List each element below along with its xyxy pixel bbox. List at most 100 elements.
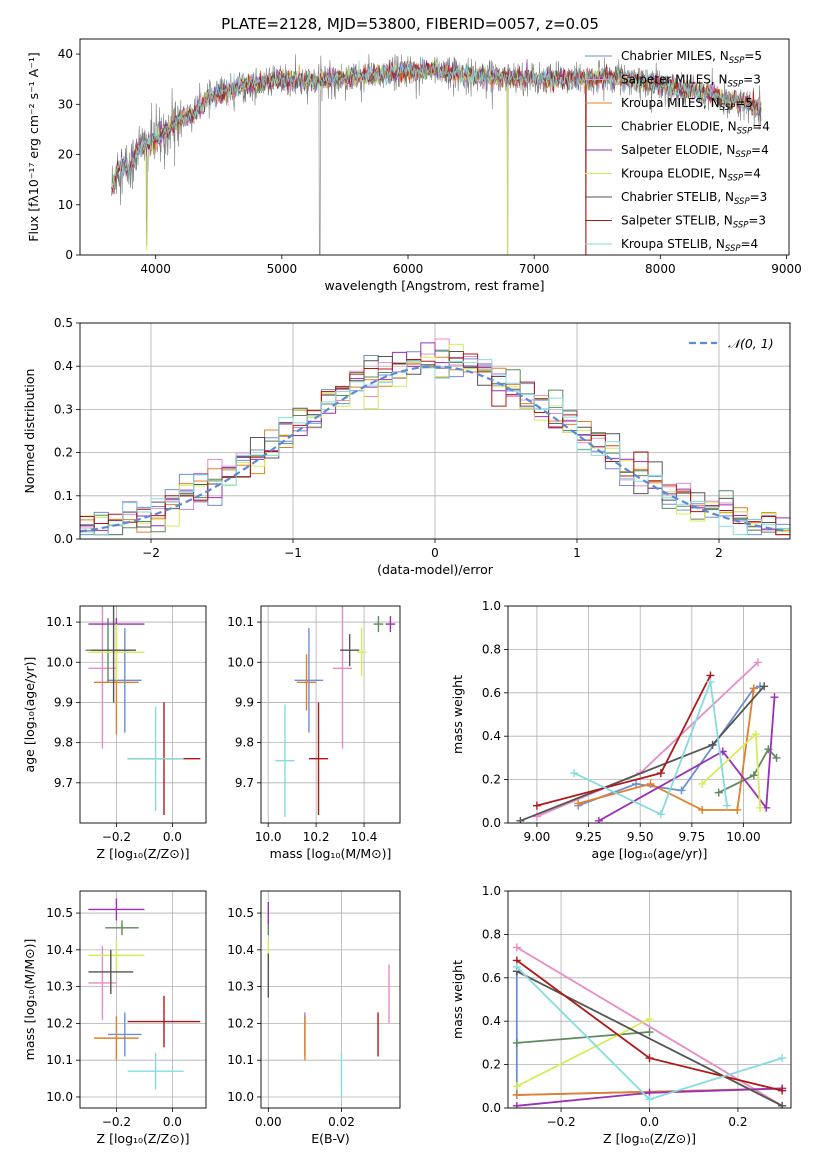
legend-subscript: SSP (734, 197, 750, 207)
weight-marker (512, 1038, 521, 1047)
y-tick-label: 10.0 (227, 655, 254, 669)
legend-entry: Kroupa ELODIE, NSSP=4 (621, 167, 761, 184)
plot-area (80, 338, 790, 539)
weight-line (516, 1031, 650, 1044)
x-tick-label: 0.0 (163, 1115, 182, 1129)
legend-entry: Chabrier STELIB, NSSP=3 (621, 190, 767, 207)
legend-suffix: =4 (752, 120, 770, 134)
y-tick-label: 9.8 (235, 736, 254, 750)
y-tick-label: 0.0 (482, 816, 501, 830)
y-tick-label: 10.4 (227, 943, 254, 957)
weight-marker (714, 788, 723, 797)
model-spectrum-line (111, 61, 762, 195)
y-tick-label: 0 (65, 248, 73, 262)
x-tick-label: 6000 (393, 262, 424, 276)
y-tick-label: 0.8 (482, 642, 501, 656)
plot-area (516, 658, 781, 823)
weight-marker (760, 682, 769, 691)
legend-entry: Salpeter ELODIE, NSSP=4 (621, 143, 769, 160)
legend-subscript: SSP (728, 80, 744, 90)
legend-suffix: =3 (743, 73, 761, 87)
x-tick-label: 5000 (267, 262, 298, 276)
panel-age-vs-z: −0.2 0.0 9.7 9.8 9.9 10.0 10.1 Z [log₁₀(Z/Z⊙)] a… (22, 605, 207, 861)
x-tick-label: 0.0 (163, 830, 182, 844)
x-axis-label: mass [log₁₀(M/M⊙)] (270, 846, 392, 861)
weight-marker (570, 769, 579, 778)
legend-label: Salpeter ELODIE, N (621, 143, 735, 157)
weight-line (516, 1018, 650, 1088)
legend-suffix: =3 (750, 190, 768, 204)
y-tick-label: 10.0 (46, 1090, 73, 1104)
weight-marker (772, 753, 781, 762)
panel-spectrum: 4000 5000 6000 7000 8000 9000 0 10 20 30 40 wavelen… (26, 38, 802, 293)
y-axis-label: Flux [fλ10⁻¹⁷ erg cm⁻² s⁻¹ A⁻¹] (26, 52, 41, 241)
weight-marker (708, 740, 717, 749)
weight-marker (778, 1086, 787, 1095)
y-tick-label: 10.3 (46, 980, 73, 994)
y-tick-label: 40 (58, 47, 73, 61)
legend-label: Salpeter STELIB, N (621, 214, 733, 228)
legend-suffix: =4 (743, 167, 761, 181)
weight-marker (749, 771, 758, 780)
weight-marker (778, 1101, 787, 1108)
y-axis-label: age [log₁₀(age/yr)] (22, 657, 37, 773)
legend-suffix: =5 (735, 96, 753, 110)
y-tick-label: 9.8 (54, 736, 73, 750)
weight-marker (594, 816, 603, 823)
y-tick-label: 9.9 (235, 695, 254, 709)
plot-area (512, 943, 787, 1108)
weight-marker (512, 962, 521, 971)
legend-entry: Chabrier MILES, NSSP=5 (621, 49, 762, 66)
weight-marker (749, 684, 758, 693)
legend: Chabrier MILES, NSSP=5 Salpeter MILES, NS… (585, 49, 770, 254)
legend-label: Chabrier STELIB, N (621, 190, 734, 204)
x-tick-label: 10.4 (351, 830, 378, 844)
y-tick-label: 0.5 (54, 316, 73, 330)
x-tick-label: 10.0 (255, 830, 282, 844)
y-tick-label: 0.6 (482, 971, 501, 985)
x-tick-label: −2 (142, 546, 160, 560)
y-tick-label: 0.8 (482, 927, 501, 941)
y-tick-label: 0.2 (54, 446, 73, 460)
legend-subscript: SSP (733, 221, 749, 231)
normal-curve-line (80, 365, 788, 533)
x-tick-label: 9.25 (575, 830, 602, 844)
weight-marker (656, 810, 665, 819)
weight-marker (512, 1101, 521, 1108)
x-tick-label: −0.2 (102, 830, 131, 844)
y-tick-label: 0.2 (482, 773, 501, 787)
weight-marker (645, 1095, 654, 1104)
legend-entry: Kroupa STELIB, NSSP=4 (621, 237, 758, 254)
y-tick-label: 10 (58, 198, 73, 212)
plot-area (85, 606, 201, 815)
x-tick-label: 0.02 (328, 1115, 355, 1129)
legend-entry: Kroupa MILES, NSSP=5 (621, 96, 753, 113)
weight-marker (632, 779, 641, 788)
y-tick-label: 0.2 (482, 1058, 501, 1072)
weight-marker (706, 677, 715, 686)
y-tick-label: 10.5 (227, 906, 254, 920)
weight-line (573, 681, 728, 816)
legend-entry: Salpeter STELIB, NSSP=3 (621, 214, 766, 231)
x-tick-label: 9.75 (678, 830, 705, 844)
plot-area (267, 902, 390, 1097)
y-tick-label: 0.1 (54, 489, 73, 503)
axes-frame (260, 890, 401, 1109)
legend-entry: Salpeter MILES, NSSP=3 (621, 73, 761, 90)
y-tick-label: 10.4 (46, 943, 73, 957)
panel-mass-vs-z: −0.2 0.0 10.0 10.1 10.2 10.3 10.4 10.5 Z [log₁₀(… (22, 890, 207, 1146)
y-tick-label: 9.9 (54, 695, 73, 709)
y-tick-label: 10.0 (227, 1090, 254, 1104)
panel-weight-vs-age: 9.00 9.25 9.50 9.75 10.00 0.0 0.2 0.4 0.6 0.8 1.0 a… (450, 599, 792, 861)
model-spectrum-line (111, 59, 762, 189)
weight-marker (756, 803, 765, 812)
x-tick-label: 4000 (140, 262, 171, 276)
x-axis-label: (data-model)/error (377, 562, 494, 577)
plot-area (275, 606, 396, 817)
x-tick-label: −1 (284, 546, 302, 560)
x-tick-label: 2 (715, 546, 723, 560)
weight-marker (753, 658, 762, 667)
axes-frame (79, 605, 207, 824)
y-tick-label: 10.1 (46, 615, 73, 629)
